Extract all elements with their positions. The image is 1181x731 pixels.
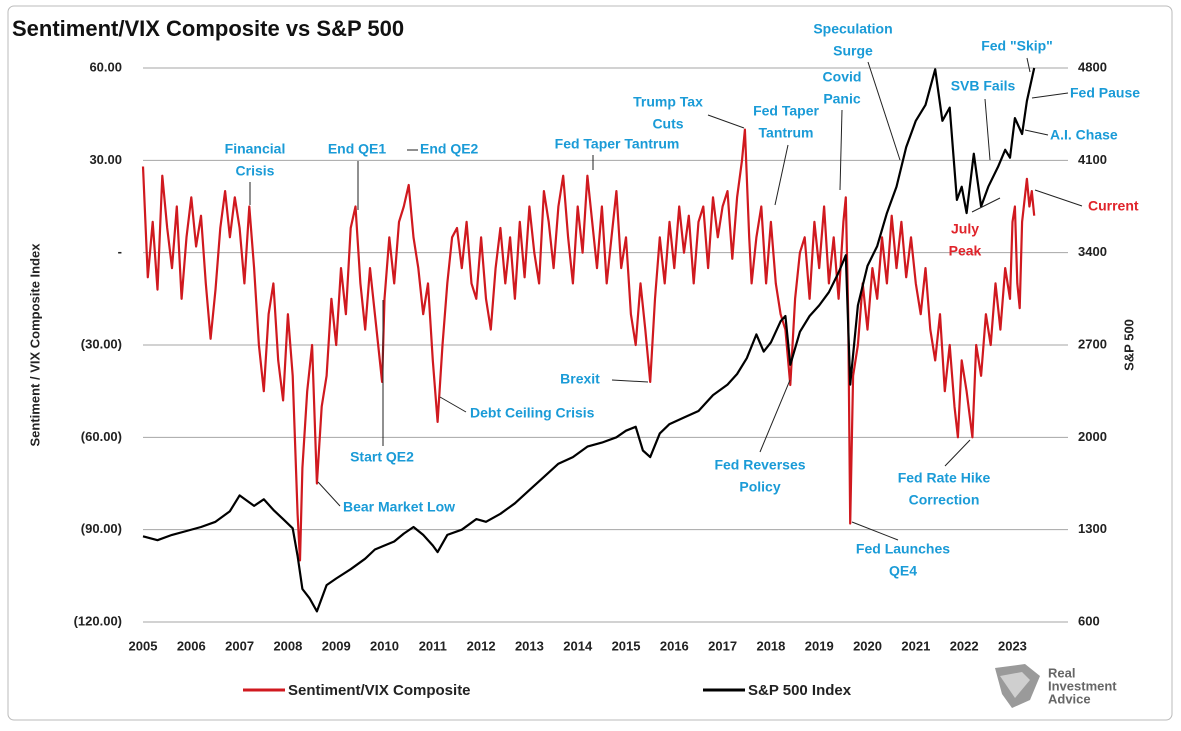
series-line [141, 128, 1036, 562]
x-tick-label: 2014 [563, 638, 593, 653]
annotation: Peak [949, 243, 982, 259]
x-tick-label: 2022 [950, 638, 979, 653]
annotation: Fed Rate Hike [898, 470, 991, 486]
annotation-leader [971, 197, 1001, 213]
x-tick-label: 2006 [177, 638, 206, 653]
y2-tick-label: 4100 [1078, 152, 1107, 167]
annotation: Cuts [652, 116, 683, 132]
annotation-leader [1024, 129, 1049, 136]
logo-text: Advice [1048, 691, 1091, 706]
y-tick-label: (90.00) [81, 521, 122, 536]
annotation: A.I. Chase [1050, 127, 1118, 143]
logo-text: Investment [1048, 678, 1117, 693]
annotation-leader [1026, 57, 1031, 73]
x-tick-label: 2017 [708, 638, 737, 653]
x-tick-label: 2005 [129, 638, 158, 653]
annotation: Panic [823, 91, 861, 107]
annotation-leader [851, 521, 899, 541]
annotation: Brexit [560, 371, 600, 387]
annotation: End QE1 [328, 141, 387, 157]
chart-title: Sentiment/VIX Composite vs S&P 500 [12, 16, 404, 41]
annotation: Correction [909, 492, 980, 508]
y2-tick-label: 2700 [1078, 336, 1107, 351]
annotation: End QE2 [420, 141, 479, 157]
annotation: Financial [225, 141, 286, 157]
x-tick-label: 2011 [419, 638, 447, 653]
y-tick-label: 60.00 [89, 59, 122, 74]
annotation-leader [439, 396, 467, 413]
annotation-leader [839, 109, 843, 191]
annotation-leader [774, 144, 789, 206]
y-tick-label: 30.00 [89, 152, 122, 167]
y-axis-title: Sentiment / VIX Composite Index [27, 243, 42, 447]
annotation: Policy [739, 479, 780, 495]
y-tick-label: (30.00) [81, 336, 122, 351]
annotation: Speculation [813, 21, 892, 37]
annotation: July [951, 221, 979, 237]
x-tick-label: 2020 [853, 638, 882, 653]
x-tick-label: 2012 [467, 638, 496, 653]
annotation: Fed "Skip" [981, 38, 1053, 54]
annotation: Current [1088, 198, 1139, 214]
annotation: Bear Market Low [343, 499, 455, 515]
annotation: Surge [833, 43, 873, 59]
annotation: Debt Ceiling Crisis [470, 405, 595, 421]
y2-tick-label: 2000 [1078, 429, 1107, 444]
y2-tick-label: 600 [1078, 613, 1100, 628]
annotation: Tantrum [759, 125, 814, 141]
y-tick-label: (60.00) [81, 429, 122, 444]
annotation: SVB Fails [951, 78, 1016, 94]
x-tick-label: 2010 [370, 638, 399, 653]
annotation: Start QE2 [350, 449, 414, 465]
logo-text: Real [1048, 665, 1075, 680]
x-tick-label: 2007 [225, 638, 254, 653]
legend-label: Sentiment/VIX Composite [288, 682, 471, 699]
annotation-leader [707, 114, 745, 129]
annotation: Fed Taper Tantrum [555, 136, 680, 152]
annotation-leader [984, 98, 991, 161]
x-tick-label: 2013 [515, 638, 544, 653]
annotation-leader [867, 61, 901, 161]
annotation: Fed Taper [753, 103, 819, 119]
logo-icon [995, 664, 1040, 708]
x-tick-label: 2021 [901, 638, 930, 653]
y2-tick-label: 1300 [1078, 521, 1107, 536]
annotation-leader [317, 481, 341, 507]
annotation-leader [1034, 189, 1083, 207]
annotation: Trump Tax [633, 94, 703, 110]
annotation: Fed Pause [1070, 85, 1140, 101]
y2-axis-title: S&P 500 [1121, 319, 1136, 371]
x-tick-label: 2018 [756, 638, 785, 653]
x-tick-label: 2009 [322, 638, 351, 653]
annotation: Fed Launches [856, 541, 950, 557]
annotation-leader [611, 379, 649, 383]
x-tick-label: 2008 [273, 638, 302, 653]
x-tick-label: 2016 [660, 638, 689, 653]
annotation: Crisis [236, 163, 275, 179]
frame [7, 5, 1173, 721]
y-tick-label: - [118, 244, 122, 259]
annotation-leader [944, 439, 971, 467]
annotation-leader [759, 379, 791, 453]
y2-tick-label: 4800 [1078, 59, 1107, 74]
series-line [142, 67, 1036, 613]
annotation: Fed Reverses [714, 457, 805, 473]
legend-label: S&P 500 Index [748, 682, 852, 699]
annotation: QE4 [889, 563, 917, 579]
y2-tick-label: 3400 [1078, 244, 1107, 259]
y-tick-label: (120.00) [74, 613, 122, 628]
x-tick-label: 2019 [805, 638, 834, 653]
x-tick-label: 2015 [612, 638, 641, 653]
annotation: Covid [823, 69, 862, 85]
x-tick-label: 2023 [998, 638, 1027, 653]
annotation-leader [1031, 92, 1069, 99]
